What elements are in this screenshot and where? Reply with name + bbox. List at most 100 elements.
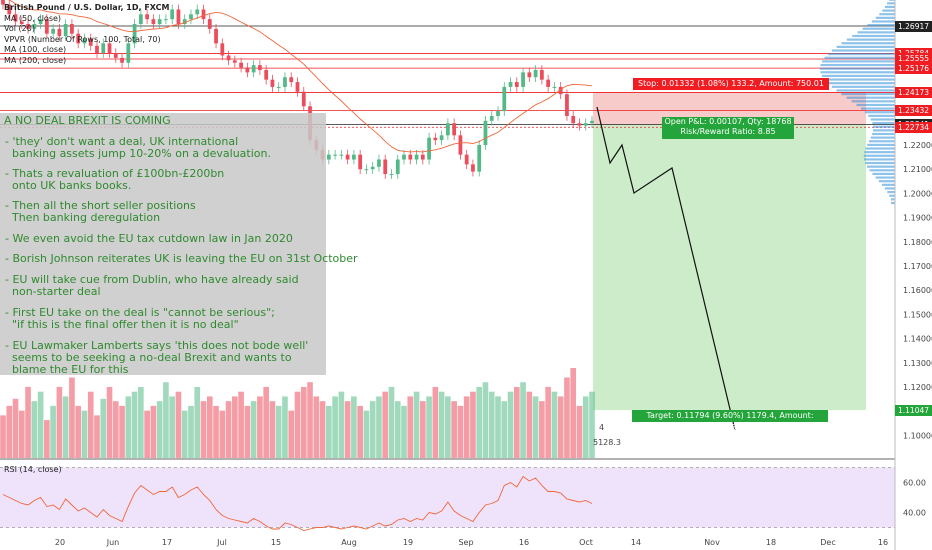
candle-body [101, 43, 106, 54]
legend-ma50[interactable]: MA (50, close) [4, 13, 62, 23]
candle-body [539, 69, 544, 80]
candle-body [239, 62, 243, 68]
vpvr-bar [889, 194, 895, 197]
vpvr-bar [865, 147, 895, 150]
candle-body [458, 135, 463, 155]
vpvr-bar [872, 129, 895, 132]
vpvr-bar [882, 9, 895, 12]
vpvr-bar [878, 180, 895, 183]
price-tick-label: 1.10000 [903, 431, 932, 440]
candle-body [583, 123, 588, 126]
volume-bar [56, 386, 63, 458]
candle-body [383, 159, 388, 175]
volume-bar [526, 391, 533, 458]
candle-body [452, 123, 457, 136]
vpvr-bar [862, 27, 895, 30]
volume-bar [476, 386, 483, 458]
candle-body [283, 77, 287, 87]
volume-bar [482, 382, 489, 458]
vpvr-bar [867, 143, 895, 146]
volume-bar [532, 396, 539, 458]
brexit-note[interactable]: A NO DEAL BREXIT IS COMING - 'they' don'… [0, 113, 358, 376]
price-tick-label: 1.12000 [903, 383, 932, 392]
candle-body [326, 154, 331, 160]
volume-bar [175, 391, 182, 458]
price-tag: 1.25784 [895, 47, 932, 59]
vol-badge: 5128.3 [593, 438, 621, 447]
note-item: - 'they' don't want a deal, UK internati… [5, 135, 271, 160]
stop-loss-label[interactable]: Stop: 0.01332 (1.08%) 133.2, Amount: 750… [633, 78, 829, 90]
chart-legend: British Pound / U.S. Dollar, 1D, FXCM MA… [4, 3, 170, 67]
volume-bar [388, 386, 395, 458]
candle-body [245, 67, 250, 73]
volume-bar [401, 405, 407, 458]
note-item: - We even avoid the EU tax cutdown law i… [5, 232, 293, 245]
volume-bar [206, 396, 213, 458]
candle-body [358, 154, 363, 170]
vpvr-bar [888, 0, 895, 1]
candle-body [496, 111, 500, 116]
volume-bar [313, 396, 320, 458]
candle-body [251, 65, 256, 73]
price-tag: 1.24173 [895, 86, 932, 98]
vpvr-bar [820, 63, 895, 67]
candle-body [420, 154, 425, 160]
candle-body [145, 14, 149, 20]
vpvr-bar [857, 31, 895, 34]
candle-body [352, 154, 356, 160]
vpvr-profile [819, 0, 895, 205]
price-tick-label: 1.21000 [903, 165, 932, 174]
volume-bar [495, 396, 501, 458]
vpvr-bar [875, 16, 895, 19]
rsi-legend[interactable]: RSI (14, close) [4, 465, 62, 474]
volume-bar [326, 405, 332, 458]
open-pnl-label[interactable]: Open P&L: 0.00107, Qty: 18768 Risk/Rewar… [662, 117, 794, 139]
candle-body [565, 94, 569, 116]
vpvr-bar [870, 118, 895, 121]
candle-body [70, 24, 74, 34]
volume-bar [112, 401, 119, 458]
price-tick-label: 1.18000 [903, 238, 932, 247]
projection-line [596, 106, 736, 431]
vpvr-bar [836, 89, 895, 92]
vpvr-bar [868, 114, 895, 117]
candle-body [126, 43, 131, 63]
candle-body [408, 154, 413, 160]
candle-body [433, 137, 438, 141]
candle-body [38, 19, 43, 24]
legend-ma100[interactable]: MA (100, close) [4, 45, 67, 55]
vpvr-bar [872, 122, 895, 125]
candle-body [558, 86, 563, 95]
volume-bar [570, 368, 577, 458]
volume-bar [501, 401, 508, 458]
volume-bar [338, 391, 345, 458]
vpvr-bar [841, 92, 895, 96]
vpvr-bar [822, 60, 895, 63]
volume-bar [232, 396, 238, 458]
candle-body [521, 72, 525, 87]
legend-vpvr[interactable]: VPVR (Number Of Rows, 100, Total, 70) [4, 34, 161, 44]
price-tick-label: 1.19000 [903, 214, 932, 223]
volume-bar [25, 386, 31, 458]
candle-body [571, 115, 576, 124]
volume-bar [50, 405, 56, 458]
vpvr-bar [820, 71, 895, 74]
target-label[interactable]: Target: 0.11794 (9.60%) 1179.4, Amount: … [632, 410, 828, 432]
candle-body [44, 19, 49, 34]
candle-body [113, 53, 118, 58]
time-tick-label: Jul [216, 538, 227, 547]
price-tick-label: 1.20000 [903, 189, 932, 198]
candle-body [258, 65, 262, 70]
vpvr-bar [864, 111, 895, 114]
vpvr-bar [824, 78, 895, 81]
vpvr-bar [871, 20, 895, 23]
candle-body [333, 154, 337, 156]
time-tick-label: Dec [820, 538, 835, 547]
volume-bar [363, 410, 370, 458]
legend-ma200[interactable]: MA (200, close) [4, 55, 67, 65]
candle-body [402, 154, 406, 160]
legend-vol[interactable]: Vol (20) [4, 24, 35, 34]
time-tick-label: 17 [162, 538, 172, 547]
price-tag: 1.26917 [895, 20, 932, 32]
